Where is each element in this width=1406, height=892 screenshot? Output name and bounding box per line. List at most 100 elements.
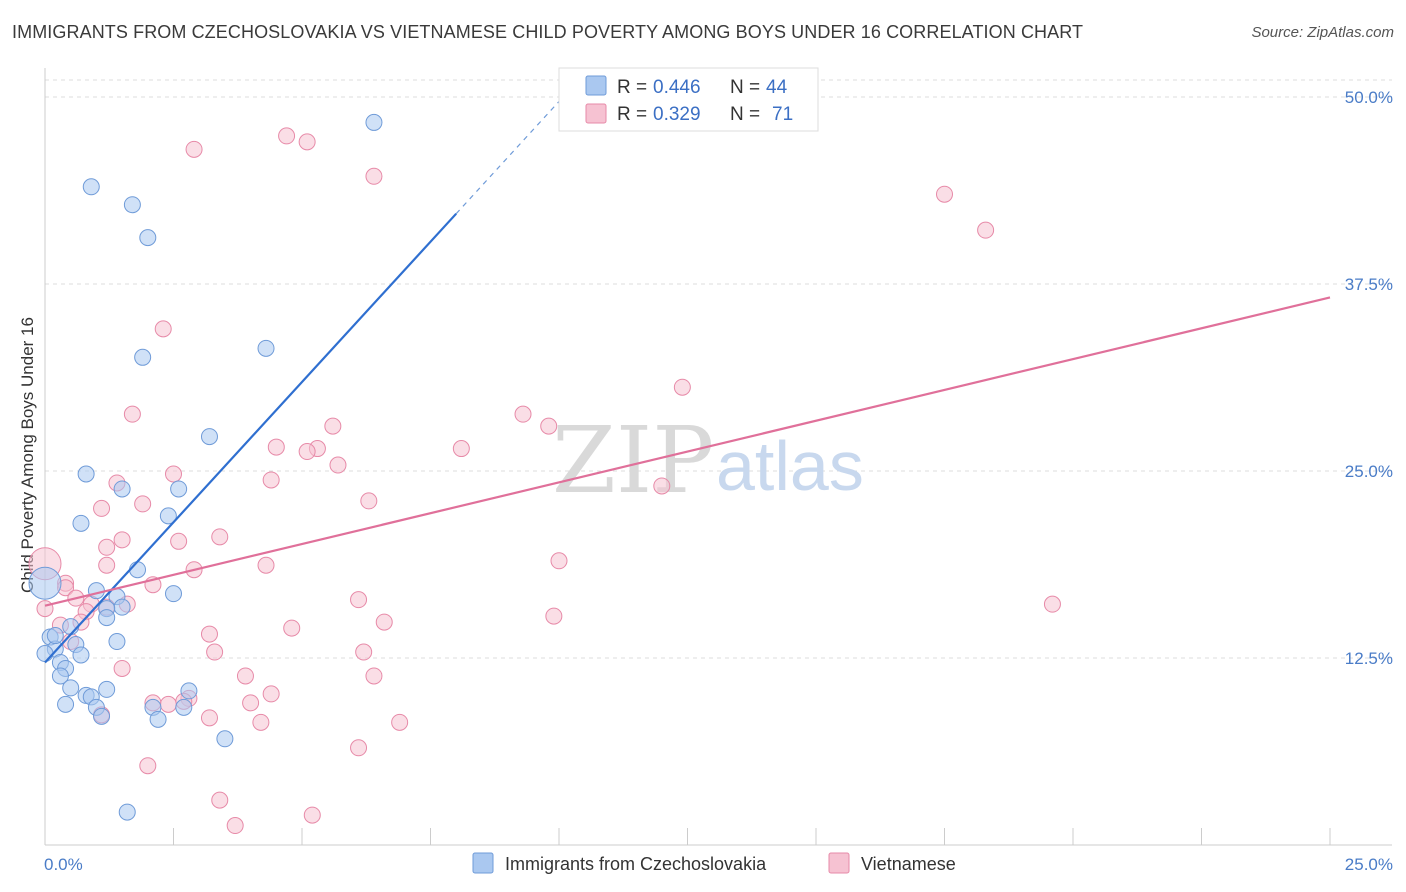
- legend-n-label-2: N =: [730, 104, 760, 125]
- trend-lines: [44, 101, 1331, 664]
- czechoslovakia-point-2: [123, 196, 141, 214]
- legend-n-value-2: 71: [772, 104, 793, 125]
- vietnamese-point-0: [278, 127, 296, 145]
- vietnamese-point-26: [170, 532, 188, 550]
- vietnamese-point-50: [355, 643, 373, 661]
- vietnamese-point-63: [350, 739, 368, 757]
- legend-r-label-1: R =: [617, 77, 647, 98]
- vietnamese-point-58: [242, 694, 260, 712]
- vietnamese-point-66: [226, 817, 244, 835]
- legend-swatch-pink: [585, 103, 607, 124]
- vietnamese-point-24: [211, 528, 229, 546]
- chart-title: IMMIGRANTS FROM CZECHOSLOVAKIA VS VIETNA…: [12, 22, 1084, 42]
- vietnamese-point-31: [257, 556, 275, 574]
- vietnamese-point-3: [365, 167, 383, 185]
- czechoslovakia-point-3: [139, 229, 157, 247]
- vietnamese-point-51: [113, 659, 131, 677]
- vietnamese-point-60: [200, 709, 218, 727]
- vietnamese-point-61: [252, 713, 270, 731]
- czechoslovakia-point-8: [113, 480, 131, 498]
- vietnamese-point-9: [514, 405, 532, 423]
- czechoslovakia-point-0: [365, 113, 383, 131]
- czechoslovakia-point-30: [180, 682, 198, 700]
- vietnamese-point-64: [139, 757, 157, 775]
- czechoslovakia-trend-line: [44, 212, 458, 664]
- legend-r-value-1: 0.446: [653, 77, 701, 98]
- stats-legend: R = 0.446 N = 44 R = 0.329 N = 71: [558, 67, 819, 132]
- vietnamese-point-15: [452, 440, 470, 458]
- vietnamese-point-14: [298, 443, 316, 461]
- vietnamese-point-6: [154, 320, 172, 338]
- y-tick-label-1: 25.0%: [1345, 462, 1393, 481]
- czechoslovakia-point-37: [175, 698, 193, 716]
- series-legend-swatch-pink: [828, 852, 850, 874]
- series-legend-swatch-blue: [472, 852, 494, 874]
- czechoslovakia-point-43: [46, 627, 64, 645]
- czechoslovakia-point-12: [28, 566, 62, 600]
- czechoslovakia-point-20: [62, 618, 80, 636]
- czechoslovakia-point-25: [72, 646, 90, 664]
- vietnamese-point-43: [375, 613, 393, 631]
- vietnamese-point-2: [185, 140, 203, 158]
- czechoslovakia-point-40: [216, 730, 234, 748]
- y-tick-label-0: 12.5%: [1345, 649, 1393, 668]
- vietnamese-point-23: [93, 499, 111, 517]
- vietnamese-trend-line: [44, 296, 1331, 607]
- vietnamese-point-25: [113, 531, 131, 549]
- vietnamese-point-35: [350, 591, 368, 609]
- vietnamese-point-46: [283, 619, 301, 637]
- czechoslovakia-point-29: [62, 679, 80, 697]
- y-tick-label-2: 37.5%: [1345, 275, 1393, 294]
- czechoslovakia-points: [28, 113, 383, 821]
- y-tick-labels: 12.5% 25.0% 37.5% 50.0%: [1345, 88, 1393, 668]
- series-legend-label-vietnamese: Vietnamese: [861, 854, 956, 874]
- vietnamese-point-10: [324, 417, 342, 435]
- czechoslovakia-point-39: [149, 710, 167, 728]
- vietnamese-point-67: [303, 806, 321, 824]
- vietnamese-point-41: [36, 600, 54, 618]
- chart-source: Source: ZipAtlas.com: [1251, 24, 1394, 41]
- vietnamese-point-8: [123, 405, 141, 423]
- vietnamese-point-42: [545, 607, 563, 625]
- x-tick-label-max: 25.0%: [1345, 855, 1393, 874]
- vietnamese-point-68: [159, 695, 177, 713]
- vietnamese-point-21: [360, 492, 378, 510]
- grid-lines: [45, 79, 1392, 659]
- czechoslovakia-point-6: [200, 428, 218, 446]
- czechoslovakia-point-4: [257, 339, 275, 357]
- legend-n-label-1: N =: [730, 77, 760, 98]
- czechoslovakia-point-38: [93, 707, 111, 725]
- vietnamese-point-11: [540, 417, 558, 435]
- czechoslovakia-point-7: [77, 465, 95, 483]
- x-tick-label-min: 0.0%: [44, 855, 83, 874]
- legend-r-value-2: 0.329: [653, 104, 701, 125]
- czechoslovakia-point-15: [165, 585, 182, 603]
- vietnamese-point-20: [653, 477, 671, 495]
- vietnamese-point-54: [262, 685, 280, 703]
- watermark-zip: ZIP: [552, 407, 714, 514]
- vietnamese-point-30: [98, 556, 116, 574]
- vietnamese-point-19: [262, 471, 280, 489]
- vietnamese-point-52: [236, 667, 254, 685]
- vietnamese-point-7: [673, 378, 691, 396]
- legend-n-value-1: 44: [766, 77, 788, 98]
- czechoslovakia-point-21: [108, 633, 126, 651]
- czechoslovakia-point-17: [113, 598, 131, 616]
- vietnamese-point-16: [329, 456, 347, 474]
- czechoslovakia-point-14: [87, 582, 105, 600]
- vietnamese-point-49: [206, 643, 224, 661]
- vietnamese-point-27: [98, 538, 116, 556]
- vietnamese-point-47: [200, 625, 218, 643]
- czechoslovakia-point-28: [51, 667, 69, 685]
- vietnamese-point-65: [211, 791, 229, 809]
- vietnamese-point-62: [391, 713, 409, 731]
- czechoslovakia-point-1: [82, 178, 100, 196]
- czechoslovakia-point-42: [36, 645, 54, 663]
- vietnamese-point-28: [550, 552, 568, 570]
- vietnamese-point-17: [165, 465, 182, 483]
- czechoslovakia-point-10: [159, 507, 177, 525]
- vietnamese-points: [28, 127, 1061, 835]
- legend-r-label-2: R =: [617, 104, 647, 125]
- czechoslovakia-point-5: [134, 348, 152, 366]
- czechoslovakia-point-11: [72, 514, 90, 532]
